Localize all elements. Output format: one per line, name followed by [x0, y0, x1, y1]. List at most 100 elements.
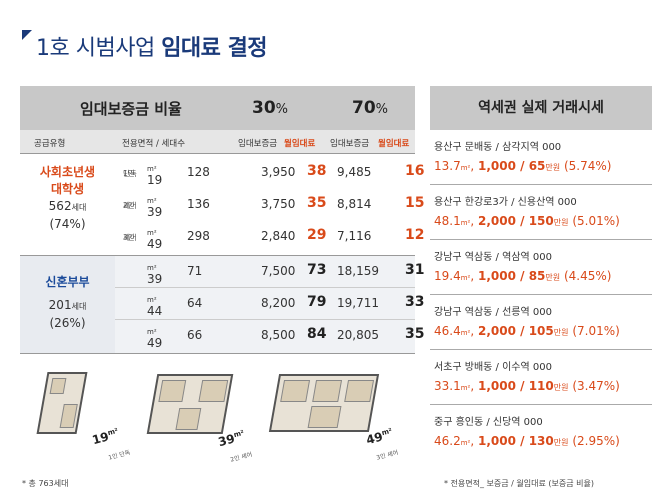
market-location: 강남구 역삼동 / 선릉역 000 — [434, 307, 552, 318]
market-won-unit: 만원 — [553, 218, 569, 227]
rent-table-header: 임대보증금 비율 30% 70% — [20, 86, 415, 130]
floor-plan-49-image — [268, 374, 380, 432]
list-item: 강남구 역삼동 / 역삼역 000 19.4m², 1,000 / 85만원 (… — [430, 240, 652, 295]
floor-plan-19-image — [36, 372, 88, 434]
unit-type-line2: 셰어 — [123, 201, 137, 210]
market-area: 46.4 — [434, 324, 461, 338]
header-30-value: 30 — [252, 98, 276, 118]
rent-table-subheader: 공급유형 전용면적 / 세대수 임대보증금 월임대료 임대보증금 월임대료 — [20, 130, 415, 154]
rent-70: 15 — [405, 195, 425, 211]
group-young-count-value: 562 — [48, 199, 72, 213]
rent-30: 73 — [307, 262, 327, 278]
unit-type-line1: 1인 — [123, 169, 135, 178]
deposit-70: 9,485 — [337, 165, 372, 179]
header-30-percent: 30% — [252, 98, 288, 118]
group-young-label: 사회초년생 대학생 562세대 (74%) — [20, 164, 115, 233]
group-label-bg — [20, 154, 115, 255]
header-70-percent: 70% — [352, 98, 388, 118]
market-location: 용산구 한강로3가 / 신용산역 000 — [434, 197, 577, 208]
group-newlyweds-line1: 신혼부부 — [45, 275, 90, 289]
unit-type-line1: 2인 — [123, 201, 135, 210]
group-young-ratio: (74%) — [49, 217, 86, 231]
rent-70: 33 — [405, 294, 425, 310]
deposit-30: 8,500 — [261, 328, 296, 342]
market-price-panel: 역세권 실제 거래시세 용산구 문배동 / 삼각지역 000 13.7m², 1… — [430, 86, 652, 460]
unit-area-value: 19 — [147, 173, 163, 187]
unit-area: 19 m² — [147, 165, 162, 187]
subhead-deposit-70: 임대보증금 — [330, 139, 370, 149]
group-newlyweds-count: 201세대 — [20, 297, 115, 315]
floor-plan-room — [280, 380, 311, 402]
rent-70: 35 — [405, 326, 425, 342]
table-row: 1인 단독 19 m² 128 3,950 38 9,485 16 — [115, 157, 424, 189]
market-location: 서초구 방배동 / 이수역 000 — [434, 362, 552, 373]
floor-plan-39-type: 2인 셰어 — [229, 451, 254, 464]
page-title: 1호 시범사업 임대료 결정 — [36, 30, 268, 62]
group-newlyweds: 신혼부부 201세대 (26%) 39 m² 71 7,500 73 18,159… — [20, 256, 424, 354]
floor-plan-room — [49, 378, 67, 394]
market-location: 강남구 역삼동 / 역삼역 000 — [434, 252, 552, 263]
market-price: 48.1m², 2,000 / 150만원 (5.01%) — [434, 214, 620, 228]
market-ratio: (7.01%) — [572, 324, 620, 338]
rent-30: 79 — [307, 294, 327, 310]
rent-30: 35 — [307, 195, 327, 211]
footnote-legend: * 전용면적_ 보증금 / 월임대료 (보증금 비율) — [444, 479, 594, 488]
header-30-pct: % — [275, 102, 289, 117]
floor-plan-49: 49m² 3인 셰어 — [262, 368, 412, 468]
group-young-count: 562세대 — [20, 198, 115, 216]
floor-plan-room — [158, 380, 187, 402]
deposit-70: 7,116 — [337, 229, 372, 243]
floor-plan-19-area: 19m² — [91, 427, 121, 448]
unit-area-value: 39 — [147, 272, 163, 286]
market-area-unit: m² — [460, 439, 471, 447]
floor-plan-room — [198, 380, 229, 402]
rent-70: 31 — [405, 262, 425, 278]
unit-area: 49 m² — [147, 328, 162, 350]
market-rent: 110 — [528, 379, 554, 393]
unit-count: 71 — [187, 264, 203, 278]
unit-area-unit: m² — [147, 165, 157, 173]
market-won-unit: 만원 — [553, 438, 569, 447]
header-label: 임대보증금 비율 — [80, 99, 182, 118]
table-row: 2인 셰어 39 m² 136 3,750 35 8,814 15 — [115, 189, 424, 221]
unit-area-value: 39 — [147, 205, 163, 219]
header-70-pct: % — [375, 102, 389, 117]
market-ratio: (4.45%) — [563, 269, 612, 283]
market-won-unit: 만원 — [545, 163, 561, 172]
market-won-unit: 만원 — [553, 328, 569, 337]
market-deposit: 2,000 — [477, 214, 516, 228]
market-ratio: (5.01%) — [572, 214, 620, 228]
list-item: 용산구 문배동 / 삼각지역 000 13.7m², 1,000 / 65만원 … — [430, 130, 652, 185]
list-item: 용산구 한강로3가 / 신용산역 000 48.1m², 2,000 / 150… — [430, 185, 652, 240]
market-price: 19.4m², 1,000 / 85만원 (4.45%) — [434, 269, 612, 283]
floor-plan-19-area-unit: m² — [106, 426, 119, 438]
unit-type-line1: 3인 — [123, 233, 135, 242]
market-price-header: 역세권 실제 거래시세 — [430, 86, 652, 130]
market-price: 46.4m², 2,000 / 105만원 (7.01%) — [434, 324, 620, 338]
table-row: 44 m² 64 8,200 79 19,711 33 — [115, 288, 424, 320]
title-corner-mark — [22, 30, 32, 40]
subhead-rent-30: 월임대료 — [284, 139, 316, 149]
deposit-30: 3,750 — [261, 197, 296, 211]
rent-30: 29 — [307, 227, 327, 243]
rent-30: 38 — [307, 163, 327, 179]
group-young-students: 사회초년생 대학생 562세대 (74%) 1인 단독 19 m² 128 3,95… — [20, 154, 424, 256]
group-newlyweds-ratio: (26%) — [49, 316, 86, 330]
subhead-deposit-30: 임대보증금 — [238, 139, 278, 149]
unit-area: 39 m² — [147, 197, 162, 219]
unit-count: 136 — [187, 197, 210, 211]
unit-count: 66 — [187, 328, 203, 342]
subhead-rent-70: 월임대료 — [378, 139, 410, 149]
market-ratio: (5.74%) — [563, 159, 612, 173]
group-newlyweds-count-unit: 세대 — [71, 302, 87, 311]
market-rent: 105 — [528, 324, 554, 338]
market-ratio: (2.95%) — [572, 434, 620, 448]
market-area: 48.1 — [434, 214, 461, 228]
group-young-line2: 대학생 — [50, 182, 85, 196]
market-location: 중구 흥인동 / 신당역 000 — [434, 417, 543, 428]
market-rent: 65 — [528, 159, 546, 173]
floor-plan-room — [312, 380, 343, 402]
unit-area-value: 49 — [147, 336, 163, 350]
market-deposit: 1,000 — [477, 434, 516, 448]
group-newlyweds-label: 신혼부부 201세대 (26%) — [20, 274, 115, 332]
